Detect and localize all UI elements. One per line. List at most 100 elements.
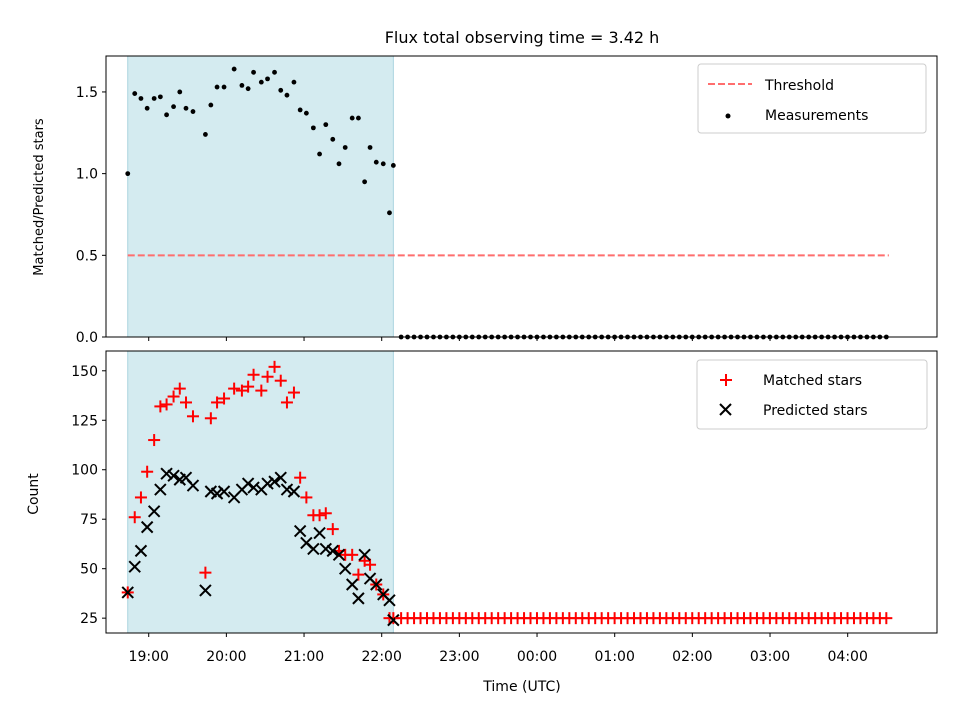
measurement-point <box>342 145 348 150</box>
chart-title: Flux total observing time = 3.42 h <box>385 28 660 47</box>
predicted-star-point <box>280 483 294 496</box>
x-tick-label: 19:00 <box>129 649 169 665</box>
matched-star-point <box>326 523 339 536</box>
x-tick-label: 01:00 <box>595 649 635 665</box>
measurement-point <box>251 69 256 75</box>
matched-star-point <box>173 382 186 395</box>
x-tick-label: 20:00 <box>206 649 246 665</box>
matched-star-point <box>287 386 300 399</box>
measurement-point <box>214 84 220 90</box>
matched-star-point <box>268 360 281 373</box>
predicted-star-point <box>134 544 148 558</box>
measurement-point <box>291 79 297 85</box>
predicted-star-point <box>293 524 307 538</box>
matched-star-point <box>300 491 313 504</box>
predicted-star-point <box>186 479 200 492</box>
observing-window-shade <box>127 350 394 634</box>
matched-star-point <box>167 390 180 403</box>
legend-measurements-label: Measurements <box>765 108 868 124</box>
count-y-axis-label: Count <box>26 473 42 515</box>
count-legend: Matched stars Predicted stars <box>696 359 928 430</box>
matched-star-point <box>179 396 192 409</box>
y-tick-label: 50 <box>80 562 98 578</box>
matched-star-point <box>261 370 274 383</box>
ratio-panel: 0.0 0.5 1.0 1.5 Flux total observing time =… <box>32 28 938 346</box>
y-tick-label: 75 <box>80 512 98 528</box>
predicted-star-point <box>210 487 224 500</box>
matched-star-point <box>154 400 167 413</box>
predicted-star-point <box>313 526 326 540</box>
measurement-point <box>221 84 227 90</box>
matched-star-point <box>319 507 332 520</box>
matched-star-point <box>274 374 287 387</box>
measurement-point <box>157 94 163 100</box>
legend-predicted-label: Predicted stars <box>763 403 868 419</box>
matched-star-point <box>235 384 248 397</box>
matched-star-point <box>128 511 141 524</box>
measurement-point <box>336 161 342 167</box>
measurement-point <box>239 83 245 88</box>
matched-star-point <box>247 368 260 381</box>
matched-star-point <box>255 384 268 397</box>
predicted-star-point <box>147 505 161 518</box>
measurement-point <box>310 125 316 131</box>
matched-star-point <box>141 465 154 478</box>
measurement-point <box>362 179 368 185</box>
matched-star-point <box>134 491 147 504</box>
measurement-point <box>356 115 361 121</box>
matched-star-point <box>313 509 326 522</box>
measurement-point <box>164 112 169 118</box>
y-tick-label: 1.0 <box>76 167 98 183</box>
measurement-point <box>190 109 196 114</box>
matched-star-point <box>346 548 359 561</box>
y-tick-label: 125 <box>71 413 98 429</box>
predicted-star-point <box>247 481 260 494</box>
ratio-panel-frame <box>105 55 938 338</box>
predicted-star-point <box>167 469 180 482</box>
matched-star-point <box>228 382 241 395</box>
legend-measurements-swatch <box>725 113 731 119</box>
matched-star-point <box>364 558 377 571</box>
matched-star-point <box>186 410 199 423</box>
predicted-star-point <box>128 560 141 573</box>
predicted-star-point <box>140 520 154 534</box>
predicted-star-point <box>370 578 383 591</box>
predicted-star-point <box>338 562 352 575</box>
measurement-point <box>183 105 189 111</box>
matched-star-point <box>211 396 224 409</box>
measurement-point <box>138 96 144 101</box>
measurement-point <box>177 89 183 95</box>
y-tick-label: 150 <box>71 364 98 380</box>
predicted-star-point <box>387 613 400 627</box>
matched-star-point <box>294 471 307 484</box>
matched-star-point <box>199 566 212 579</box>
predicted-star-point <box>121 586 134 599</box>
matched-star-point <box>148 434 161 447</box>
y-tick-label: 0.5 <box>76 248 98 264</box>
predicted-star-point <box>154 483 167 496</box>
measurement-point <box>265 76 270 82</box>
y-tick-label: 0.0 <box>76 330 98 346</box>
y-tick-label: 100 <box>71 463 98 479</box>
predicted-star-point <box>241 477 255 490</box>
matched-star-point <box>880 612 893 625</box>
measurement-point <box>144 105 150 111</box>
predicted-star-point <box>287 485 301 498</box>
measurement-point <box>387 210 392 216</box>
ratio-y-ticks: 0.0 0.5 1.0 1.5 <box>76 85 106 346</box>
x-tick-label: 00:00 <box>517 649 557 665</box>
legend-threshold-label: Threshold <box>764 78 834 94</box>
predicted-star-point <box>199 584 212 597</box>
ratio-y-axis-label: Matched/Predicted stars <box>32 118 47 276</box>
measurement-point <box>258 79 264 85</box>
y-tick-label: 25 <box>80 611 98 627</box>
measurement-point <box>151 96 157 101</box>
measurement-point <box>132 91 138 96</box>
predicted-star-point <box>319 542 332 556</box>
ratio-x-ticks <box>148 337 849 341</box>
measurement-point <box>330 136 336 142</box>
count-legend-box <box>696 359 928 430</box>
matched-star-point <box>352 568 365 581</box>
x-tick-label: 21:00 <box>284 649 324 665</box>
legend-matched-swatch <box>720 374 732 386</box>
